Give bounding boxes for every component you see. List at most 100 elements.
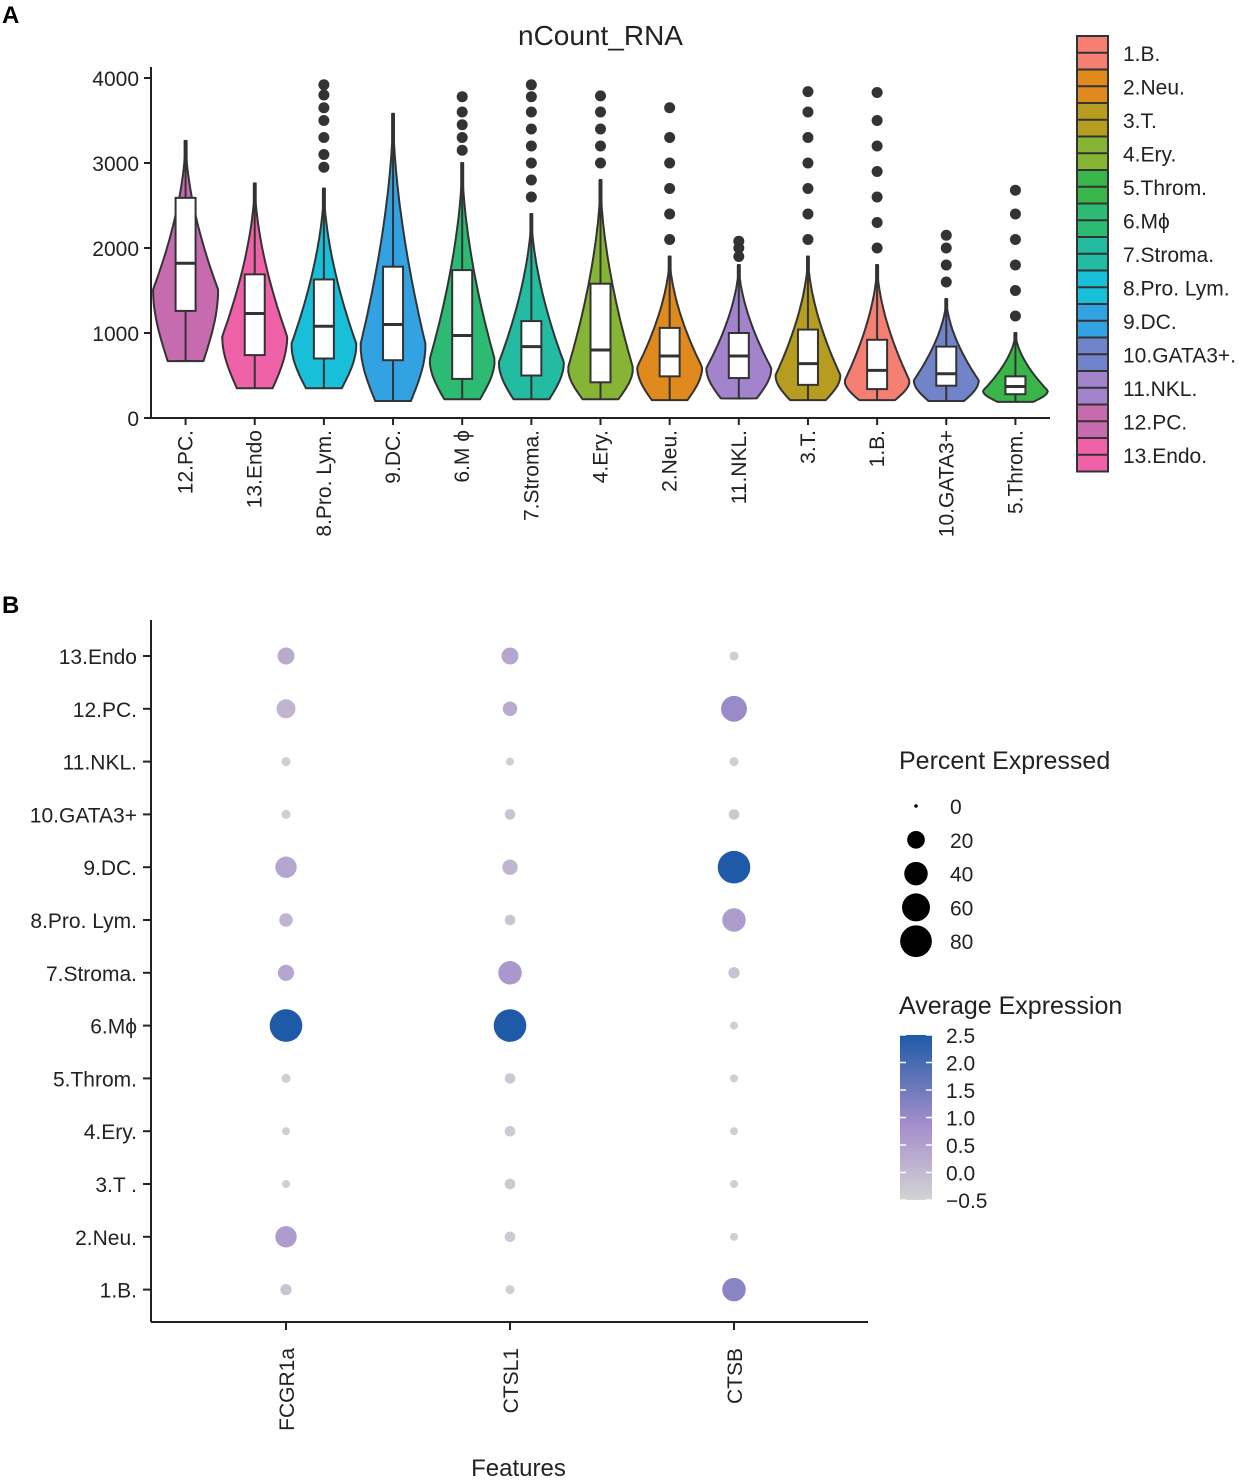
outlier-point [525, 79, 537, 91]
outlier-point [525, 174, 537, 186]
dot-7-stroma-ctsl1 [498, 961, 522, 985]
color-legend-label: −0.5 [946, 1190, 987, 1213]
dot-13-endo-ctsl1 [501, 647, 519, 665]
row-label-13-endo: 13.Endo [59, 646, 137, 669]
dot-11-nkl-fcgr1a [281, 757, 291, 767]
iqr-box [866, 338, 889, 391]
row-label-3-t: 3.T . [95, 1174, 137, 1197]
violin-7-stroma [497, 79, 565, 401]
color-legend-label: 0.5 [946, 1135, 975, 1158]
size-legend: Percent Expressed 0 20 40 60 80 [899, 747, 1110, 958]
row-label-12-pc: 12.PC. [73, 699, 137, 722]
outlier-point [664, 157, 676, 169]
outlier-point [1009, 285, 1021, 296]
legend-label-10-gata3: 10.GATA3+. [1123, 344, 1236, 367]
outlier-point [871, 140, 883, 152]
dot-5-throm-ctsb [729, 1074, 739, 1083]
size-legend-label: 60 [950, 897, 973, 920]
outlier-point [595, 106, 606, 118]
feature-label-ctsl1: CTSL1 [500, 1348, 523, 1413]
outlier-point [802, 132, 814, 143]
y-tick-label: 2000 [92, 238, 139, 261]
outlier-point [525, 140, 537, 152]
x-tick-label-4-ery: 4.Ery. [590, 430, 613, 483]
legend-label-5-throm: 5.Throm. [1123, 177, 1207, 200]
dot-12-pc-fcgr1a [276, 699, 296, 719]
outlier-point [664, 208, 676, 220]
iqr-box [382, 265, 405, 362]
outlier-point [1009, 208, 1021, 220]
dot-2-neu-fcgr1a [275, 1226, 297, 1248]
size-legend-dot [902, 893, 930, 922]
dot-1-b-ctsb [722, 1277, 746, 1302]
outlier-point [318, 149, 330, 160]
outlier-point [871, 191, 883, 203]
outlier-point [318, 161, 330, 173]
x-tick-label-3-t: 3.T. [797, 430, 820, 464]
color-legend-title: Average Expression [899, 992, 1122, 1020]
violin-chart: nCount_RNA 0 1000 2000 3000 4000 12.PC. 13.Endo… [92, 20, 1050, 537]
size-legend-label: 40 [950, 864, 973, 887]
outlier-point [940, 259, 952, 271]
iqr-box [451, 269, 474, 380]
legend-label-4-ery: 4.Ery. [1123, 143, 1176, 166]
row-label-9-dc: 9.DC. [83, 857, 137, 880]
iqr-box [312, 278, 335, 360]
dot-7-stroma-ctsb [728, 967, 740, 979]
dot-1-b-fcgr1a [280, 1283, 292, 1296]
x-tick-label-8-pro-lym: 8.Pro. Lym. [313, 430, 336, 537]
dot-1-b-ctsl1 [505, 1285, 515, 1295]
outlier-point [318, 132, 330, 143]
row-label-4-ery: 4.Ery. [84, 1121, 137, 1144]
outlier-point [802, 234, 814, 245]
violin-3-t [774, 86, 842, 402]
color-legend-label: 2.0 [946, 1053, 975, 1076]
outlier-point [871, 242, 883, 254]
dot-10-gata3-fcgr1a [281, 809, 291, 819]
dot-10-gata3-ctsl1 [504, 809, 516, 820]
dot-8-pro-lym-ctsl1 [504, 914, 516, 926]
dot-12-pc-ctsb [721, 695, 747, 722]
violin-12-pc [152, 139, 220, 363]
outlier-point [664, 102, 676, 114]
color-legend-label: 2.5 [946, 1025, 975, 1048]
legend-label-7-stroma: 7.Stroma. [1123, 244, 1214, 267]
outlier-point [595, 157, 606, 169]
violin-1-b [843, 86, 911, 402]
legend-label-11-nkl: 11.NKL. [1123, 378, 1197, 401]
outlier-point [595, 140, 606, 152]
iqr-box [174, 196, 197, 312]
legend-label-12-pc: 12.PC. [1123, 411, 1187, 434]
outlier-point [802, 106, 814, 118]
violin-10-gata3 [912, 229, 980, 402]
violin-9-dc [359, 112, 427, 402]
legend-label-2-neu: 2.Neu. [1123, 76, 1185, 99]
size-legend-title: Percent Expressed [899, 747, 1110, 775]
outlier-point [595, 90, 606, 102]
y-tick-label: 1000 [92, 323, 139, 346]
dot-2-neu-ctsb [729, 1232, 739, 1241]
outlier-point [871, 86, 883, 98]
feature-label-ctsb: CTSB [724, 1348, 747, 1404]
size-legend-dot [904, 861, 928, 886]
outlier-point [802, 208, 814, 220]
x-tick-label-10-gata3: 10.GATA3+ [935, 430, 958, 537]
color-legend: Average Expression 2.5 2.0 1.5 1.0 0.5 0.0 −0.5 [899, 992, 1122, 1213]
outlier-point [802, 183, 814, 194]
dot-chart: 13.Endo 12.PC. 11.NKL. 10.GATA3+ 9.DC. 8.Pro.… [30, 620, 868, 1480]
dot-7-stroma-fcgr1a [277, 964, 295, 981]
dot-3-t-ctsb [729, 1179, 739, 1189]
dot-13-endo-ctsb [729, 651, 739, 661]
outlier-point [456, 106, 468, 118]
size-legend-label: 0 [950, 796, 962, 819]
violin-6-m [428, 91, 496, 401]
dot-9-dc-ctsb [717, 850, 751, 884]
row-label-8-pro-lym: 8.Pro. Lym. [30, 910, 137, 933]
outlier-point [525, 106, 537, 118]
dot-5-throm-ctsl1 [504, 1073, 516, 1084]
row-label-7-stroma: 7.Stroma. [46, 963, 137, 986]
legend-label-8-pro-lym: 8.Pro. Lym. [1123, 277, 1230, 300]
y-tick-label: 4000 [92, 68, 139, 91]
outlier-point [664, 132, 676, 143]
